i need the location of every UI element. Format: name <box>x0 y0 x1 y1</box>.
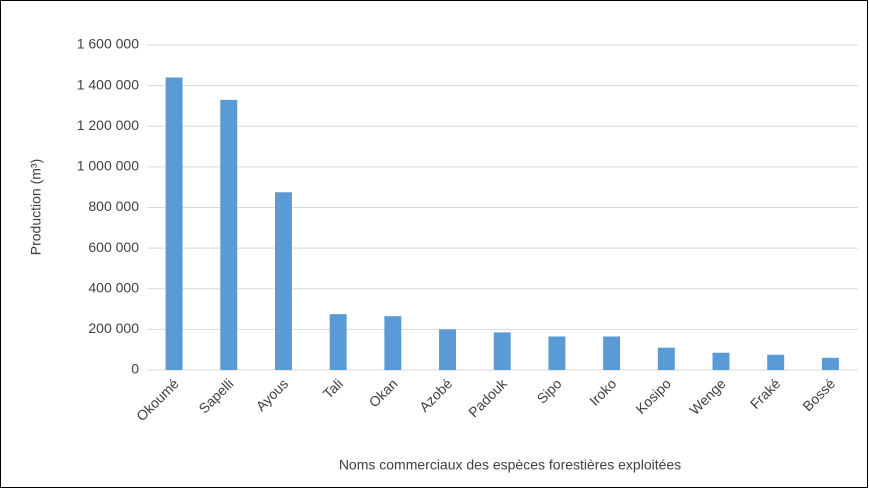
y-axis-label: Production (m³) <box>28 159 44 255</box>
y-tick-label: 200 000 <box>88 320 139 336</box>
y-tick-label: 1 400 000 <box>77 76 139 92</box>
y-tick-label: 1 200 000 <box>77 117 139 133</box>
y-tick-label: 800 000 <box>88 198 139 214</box>
y-tick-label: 600 000 <box>88 239 139 255</box>
bar <box>821 357 839 370</box>
bar <box>274 192 292 370</box>
bar <box>220 99 238 370</box>
x-axis-label: Noms commerciaux des espèces forestières… <box>339 457 681 473</box>
bar <box>329 314 347 370</box>
bar <box>603 336 621 370</box>
bar <box>493 332 511 370</box>
y-tick-label: 0 <box>131 361 139 377</box>
bar <box>384 316 402 370</box>
bar <box>767 354 785 370</box>
bar <box>657 347 675 370</box>
y-tick-label: 400 000 <box>88 279 139 295</box>
bar <box>165 77 183 370</box>
y-tick-label: 1 600 000 <box>77 36 139 52</box>
bar <box>439 329 457 370</box>
bar <box>548 336 566 370</box>
bar <box>712 352 730 370</box>
y-tick-label: 1 000 000 <box>77 158 139 174</box>
